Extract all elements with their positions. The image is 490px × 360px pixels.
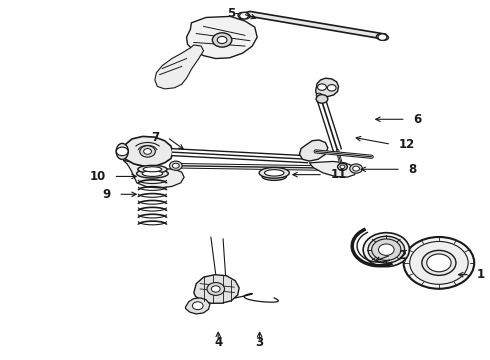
Text: 1: 1	[476, 268, 485, 281]
Circle shape	[372, 239, 401, 260]
Polygon shape	[123, 160, 184, 188]
Circle shape	[318, 84, 326, 90]
Ellipse shape	[422, 250, 456, 275]
Text: 7: 7	[151, 131, 160, 144]
Polygon shape	[299, 140, 328, 161]
Text: 8: 8	[408, 163, 416, 176]
Circle shape	[211, 286, 220, 292]
Ellipse shape	[262, 172, 287, 180]
Circle shape	[316, 93, 322, 98]
Circle shape	[316, 95, 328, 103]
Polygon shape	[187, 17, 257, 59]
Ellipse shape	[265, 170, 284, 176]
Circle shape	[144, 149, 151, 154]
Circle shape	[378, 244, 394, 255]
Text: 9: 9	[103, 188, 111, 201]
Circle shape	[172, 163, 179, 168]
Polygon shape	[316, 78, 339, 97]
Circle shape	[193, 302, 203, 310]
Polygon shape	[194, 275, 239, 303]
Text: 11: 11	[330, 168, 346, 181]
Ellipse shape	[410, 242, 468, 284]
Circle shape	[340, 165, 345, 168]
Circle shape	[217, 36, 227, 44]
Circle shape	[353, 166, 360, 171]
Ellipse shape	[138, 165, 167, 173]
Polygon shape	[186, 298, 210, 314]
Circle shape	[140, 146, 155, 157]
Ellipse shape	[404, 237, 474, 289]
Text: 2: 2	[398, 248, 407, 261]
Polygon shape	[155, 45, 203, 89]
Polygon shape	[309, 161, 356, 177]
Ellipse shape	[142, 171, 163, 176]
Polygon shape	[122, 136, 173, 166]
Polygon shape	[240, 12, 386, 39]
Circle shape	[427, 254, 451, 272]
Text: 5: 5	[227, 8, 235, 21]
Text: 6: 6	[413, 113, 421, 126]
Text: 4: 4	[214, 336, 222, 349]
Circle shape	[338, 163, 347, 170]
Circle shape	[240, 13, 248, 19]
Circle shape	[212, 33, 232, 47]
Circle shape	[207, 283, 224, 296]
Ellipse shape	[363, 233, 410, 267]
Text: 10: 10	[90, 170, 106, 183]
Circle shape	[170, 161, 182, 170]
Ellipse shape	[259, 167, 289, 178]
Circle shape	[350, 164, 363, 173]
Circle shape	[116, 147, 128, 156]
Ellipse shape	[368, 236, 405, 263]
Ellipse shape	[116, 143, 128, 159]
Ellipse shape	[376, 34, 389, 40]
Circle shape	[378, 34, 387, 40]
Text: 3: 3	[256, 336, 264, 349]
Ellipse shape	[238, 12, 250, 19]
Ellipse shape	[137, 169, 168, 178]
Text: 12: 12	[398, 138, 415, 151]
Circle shape	[327, 85, 336, 91]
Ellipse shape	[143, 167, 162, 172]
